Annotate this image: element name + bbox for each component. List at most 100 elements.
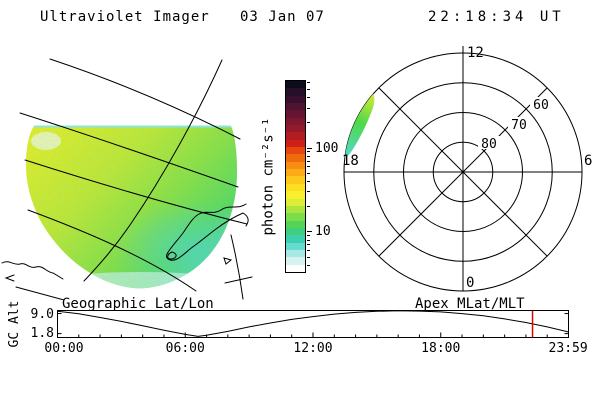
colorbar-segment xyxy=(286,191,305,199)
colorbar-tick xyxy=(307,172,310,174)
status-col-mode: Mode: Normal Dsp: −0.1 xyxy=(215,364,309,400)
colorbar-tick xyxy=(307,264,310,266)
status-col-gcalt: GC Alt: 5.5 Re Seq: 39 xyxy=(317,364,427,400)
instrument-title: Ultraviolet Imager xyxy=(40,9,210,25)
colorbar-tick xyxy=(307,231,312,233)
colorbar-segment xyxy=(286,169,305,177)
colorbar-segment xyxy=(286,125,305,133)
ring-label-60: 60 xyxy=(533,98,549,113)
colorbar-tick-label: 10 xyxy=(315,224,331,240)
disk-noise-texture xyxy=(25,126,237,289)
mlt-label-18: 18 xyxy=(342,153,359,169)
colorbar-tick xyxy=(307,160,310,162)
coastline-arrow-mark xyxy=(4,274,15,282)
colorbar-tick xyxy=(307,151,310,153)
time-axis-labels: 00:00 06:00 12:00 18:00 23:59 xyxy=(0,341,600,356)
colorbar-segment xyxy=(286,161,305,170)
colorbar-tick xyxy=(307,206,310,208)
colorbar-segment xyxy=(286,249,305,258)
ring-label-bg xyxy=(508,117,530,130)
date-label: 03 Jan 07 xyxy=(240,9,325,25)
latitude-gridline xyxy=(49,58,241,140)
geo-image-panel xyxy=(1,58,253,300)
polar-spoke xyxy=(378,87,464,173)
longitude-gridline xyxy=(230,234,244,300)
coastline-island xyxy=(223,257,233,265)
time-axis-label: 00:00 xyxy=(44,341,84,356)
colorbar-tick xyxy=(307,122,310,124)
colorbar-segment xyxy=(286,176,305,184)
coastline-south-america xyxy=(166,203,249,261)
time-axis-label: 18:00 xyxy=(421,341,461,356)
time-axis-label: 23:59 xyxy=(548,341,588,356)
colorbar-segment xyxy=(286,139,305,148)
colorbar-tick xyxy=(307,82,310,84)
colorbar-tick xyxy=(307,147,312,149)
colorbar-tick xyxy=(307,244,310,246)
colorbar-segment xyxy=(286,95,305,104)
colorbar-tick xyxy=(307,88,310,90)
mlt-label-0: 0 xyxy=(466,275,474,291)
colorbar-tick xyxy=(307,250,310,252)
ring-label-bg xyxy=(530,97,552,110)
colorbar-tick xyxy=(307,235,310,237)
status-col-glat: GLat: −43.2 GLon: 264.1 xyxy=(427,364,513,400)
colorbar-segment xyxy=(286,81,305,89)
caption-geographic: Geographic Lat/Lon xyxy=(62,296,214,312)
colorbar-label: photon cm⁻²s⁻¹ xyxy=(260,117,277,236)
caption-apex: Apex MLat/MLT xyxy=(415,296,525,312)
latitude-gridline xyxy=(15,286,65,300)
mlt-label-6: 6 xyxy=(584,153,592,169)
longitude-gridline xyxy=(83,59,223,282)
colorbar-segment xyxy=(286,132,305,140)
time-axis-label: 06:00 xyxy=(165,341,205,356)
colorbar-segment xyxy=(286,88,305,96)
ring-label-70: 70 xyxy=(511,118,527,133)
colorbar-segment xyxy=(286,103,305,111)
colorbar-tick xyxy=(307,166,310,168)
colorbar-segment xyxy=(286,235,305,243)
colorbar-segment xyxy=(286,110,305,118)
coastline-island xyxy=(167,251,177,260)
gcalt-curve xyxy=(57,310,569,337)
status-bar: Flt: LBHL IP: 36.0 Door: Open Gain: 14 M… xyxy=(0,364,600,400)
colorbar-segment xyxy=(286,117,305,126)
polar-spoke xyxy=(462,171,548,257)
gcalt-ytick-9: 9.0 xyxy=(30,307,54,322)
aurora-emission-patch xyxy=(344,90,375,158)
status-col-flt: Flt: LBHL IP: 36.0 xyxy=(8,364,78,400)
colorbar-segment xyxy=(286,227,305,236)
colorbar-tick xyxy=(307,180,310,182)
colorbar-segment xyxy=(286,220,305,228)
gcalt-panel xyxy=(57,310,569,338)
colorbar-segment xyxy=(286,198,305,206)
polar-panel: 12 18 6 0 80 70 60 xyxy=(342,45,592,292)
colorbar-tick xyxy=(307,107,310,109)
polar-spoke xyxy=(378,171,464,257)
latitude-gridline xyxy=(19,112,239,188)
ring-label-80: 80 xyxy=(481,137,497,152)
colorbar-tick xyxy=(307,97,310,99)
colorbar-segment xyxy=(286,242,305,250)
status-col-door: Door: Open Gain: 14 xyxy=(110,364,188,400)
ring-label-bg xyxy=(478,136,500,149)
latitude-gridline xyxy=(27,209,197,292)
colorbar-tick-label: 100 xyxy=(315,140,339,156)
colorbar xyxy=(285,80,306,273)
colorbar-tick xyxy=(307,256,310,258)
colorbar-segment xyxy=(286,264,305,272)
colorbar-segment xyxy=(286,213,305,221)
colorbar-segment xyxy=(286,183,305,192)
coastline-fragment xyxy=(1,261,64,280)
mlt-label-12: 12 xyxy=(467,45,484,61)
gridline-tick xyxy=(224,276,253,284)
colorbar-ticks: 100 10 xyxy=(307,80,357,273)
gcalt-axis-ticks xyxy=(57,313,569,338)
colorbar-tick xyxy=(307,239,310,241)
colorbar-segment xyxy=(286,154,305,162)
time-axis-label: 12:00 xyxy=(293,341,333,356)
latitude-gridline xyxy=(24,159,248,225)
colorbar-tick xyxy=(307,155,310,157)
colorbar-segment xyxy=(286,257,305,265)
